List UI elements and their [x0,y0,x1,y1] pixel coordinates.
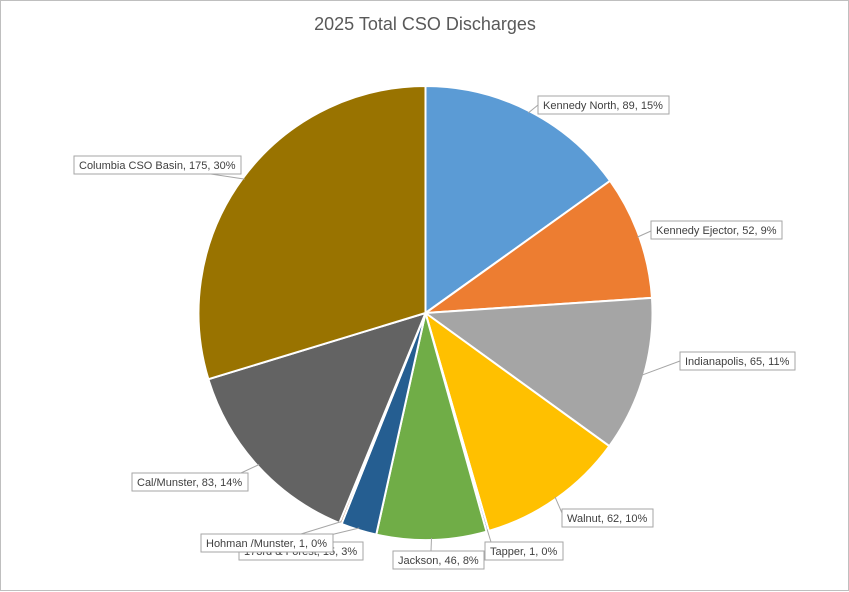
slice-label-text: Columbia CSO Basin, 175, 30% [79,160,236,172]
leader-line-cal-munster [241,465,259,473]
slice-label-hohman-munster: Hohman /Munster, 1, 0% [201,534,333,552]
slice-label-kennedy-ejector: Kennedy Ejector, 52, 9% [651,221,782,239]
leader-line-walnut [555,497,562,513]
slice-label-text: Cal/Munster, 83, 14% [137,477,242,489]
slice-label-walnut: Walnut, 62, 10% [562,509,653,527]
slice-label-text: Jackson, 46, 8% [398,555,479,567]
leader-line-kennedy-north [528,105,538,113]
slice-label-text: Tapper, 1, 0% [490,546,557,558]
pie-slices [199,86,653,540]
slice-label-indianapolis: Indianapolis, 65, 11% [680,352,795,370]
slice-label-text: Kennedy North, 89, 15% [543,100,663,112]
slice-label-tapper: Tapper, 1, 0% [485,542,563,560]
slice-label-jackson: Jackson, 46, 8% [393,551,484,569]
slice-label-text: Walnut, 62, 10% [567,513,648,525]
slice-label-text: Hohman /Munster, 1, 0% [206,538,327,550]
slice-label-kennedy-north: Kennedy North, 89, 15% [538,96,669,114]
slice-label-text: Indianapolis, 65, 11% [685,356,790,368]
slice-label-columbia-cso-basin: Columbia CSO Basin, 175, 30% [74,156,241,174]
chart-title: 2025 Total CSO Discharges [314,14,536,34]
slice-label-cal-munster: Cal/Munster, 83, 14% [132,473,248,491]
slice-label-text: Kennedy Ejector, 52, 9% [656,225,777,237]
leader-line-hohman-munster [301,522,341,534]
